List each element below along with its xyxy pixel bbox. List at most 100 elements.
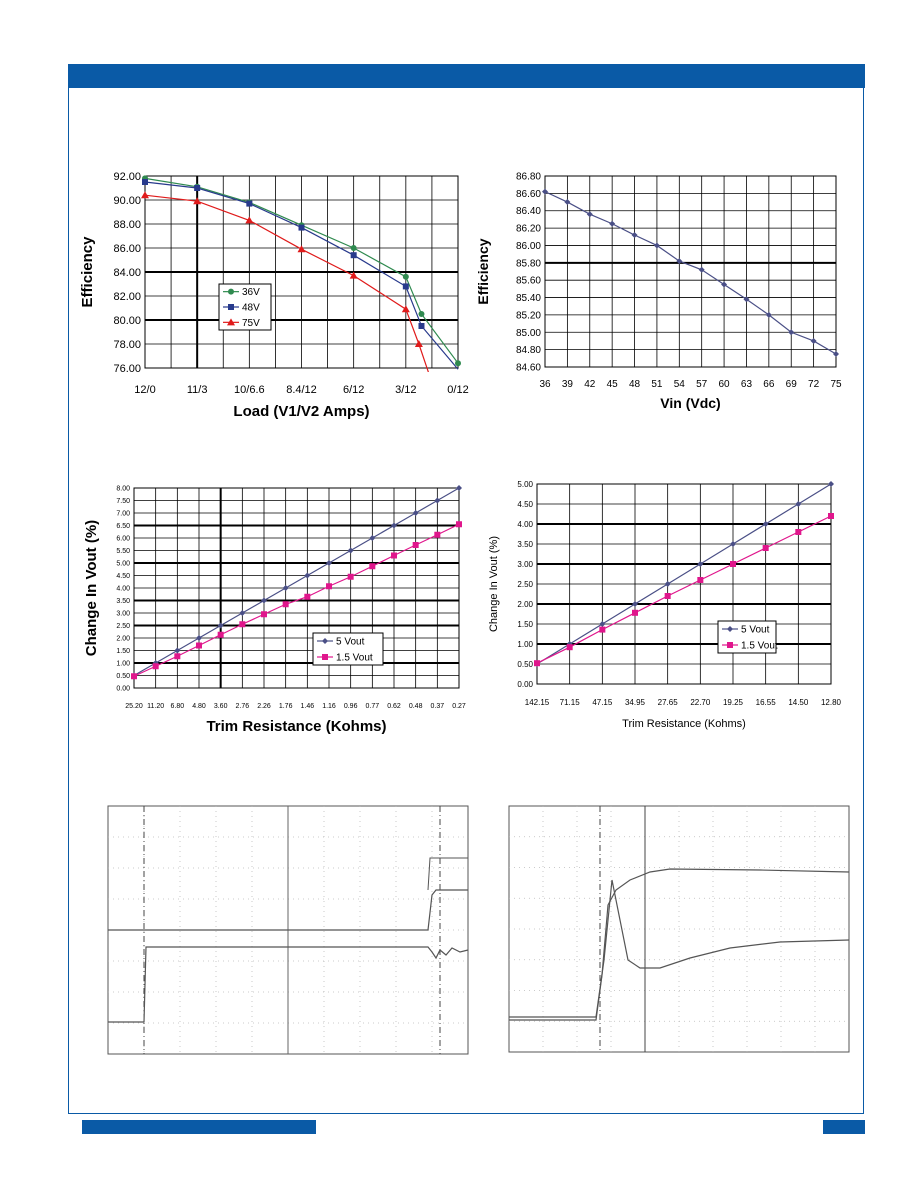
- x-tick-label: 69: [786, 379, 798, 390]
- x-tick-label: 48: [629, 379, 641, 390]
- x-tick-label: 66: [763, 379, 775, 390]
- data-point: [304, 572, 311, 579]
- x-tick-label: 16.55: [756, 698, 777, 707]
- y-tick-label: 5.00: [116, 560, 130, 567]
- series-line: [536, 515, 832, 664]
- x-tick-label: 45: [607, 379, 619, 390]
- y-tick-label: 85.20: [516, 310, 541, 321]
- legend-entry: 5 Vout: [741, 625, 770, 636]
- series-line: [133, 487, 460, 677]
- data-point: [245, 216, 254, 224]
- data-point: [810, 337, 817, 344]
- data-point: [653, 242, 660, 249]
- x-tick-label: 75: [830, 379, 842, 390]
- y-tick-label: 6.50: [116, 523, 130, 530]
- y-tick-label: 1.00: [116, 660, 130, 667]
- x-tick-label: 142.15: [525, 698, 550, 707]
- y-tick-label: 1.50: [116, 648, 130, 655]
- data-point: [304, 593, 311, 600]
- legend-entry: 75V: [242, 318, 260, 329]
- data-point: [194, 185, 201, 191]
- y-tick-label: 84.80: [516, 345, 541, 356]
- series-line: [144, 181, 459, 370]
- data-point: [542, 188, 548, 195]
- data-point: [743, 296, 750, 303]
- series-line: [536, 483, 832, 665]
- series-line: [144, 194, 429, 372]
- data-point: [414, 340, 423, 347]
- x-tick-label: 36: [539, 379, 551, 390]
- data-point: [828, 513, 834, 519]
- x-tick-label: 1.16: [322, 703, 336, 710]
- x-tick-label: 3.60: [214, 703, 228, 710]
- y-tick-label: 4.50: [116, 573, 130, 580]
- data-point: [762, 521, 769, 527]
- data-point: [326, 560, 332, 566]
- data-point: [326, 583, 332, 590]
- data-point: [664, 593, 671, 599]
- x-tick-label: 39: [562, 379, 574, 390]
- y-tick-label: 3.50: [116, 598, 130, 605]
- data-point: [369, 563, 376, 570]
- x-tick-label: 6.80: [171, 703, 185, 710]
- data-point: [631, 232, 638, 239]
- legend-entry: 1.5 Vout: [741, 641, 778, 652]
- data-point: [196, 642, 202, 649]
- data-point: [698, 266, 705, 273]
- legend-entry: 1.5 Vout: [336, 653, 373, 664]
- legend-swatch-marker: [228, 288, 234, 295]
- x-tick-label: 10/6.6: [234, 384, 265, 396]
- x-tick-label: 0.62: [387, 703, 401, 710]
- series-series-0: [542, 188, 839, 357]
- x-tick-label: 1.76: [279, 703, 293, 710]
- y-tick-label: 86.40: [516, 206, 541, 217]
- x-axis-label: Load (V1/V2 Amps): [233, 403, 369, 420]
- y-tick-label: 85.00: [516, 328, 541, 339]
- data-point: [282, 585, 289, 591]
- data-point: [418, 323, 425, 329]
- data-point: [434, 497, 441, 504]
- y-axis-label: Efficiency: [79, 236, 96, 308]
- y-tick-label: 5.00: [517, 480, 533, 489]
- scope-trace: [108, 889, 468, 931]
- y-tick-label: 85.40: [516, 293, 541, 304]
- y-tick-label: 0.50: [517, 660, 533, 669]
- legend-swatch-marker: [727, 626, 733, 632]
- scope-trace: [427, 857, 468, 891]
- y-tick-label: 3.50: [517, 540, 533, 549]
- data-point: [152, 663, 159, 670]
- data-point: [174, 647, 181, 654]
- x-tick-label: 22.70: [690, 698, 711, 707]
- data-point: [721, 281, 728, 288]
- y-tick-label: 85.80: [516, 258, 541, 269]
- y-tick-label: 92.00: [113, 171, 141, 183]
- y-tick-label: 0.00: [116, 685, 130, 692]
- y-tick-label: 84.00: [113, 267, 141, 279]
- data-point: [369, 535, 376, 541]
- x-tick-label: 14.50: [788, 698, 809, 707]
- y-tick-label: 86.60: [516, 189, 541, 200]
- data-point: [730, 541, 736, 547]
- y-tick-label: 1.50: [517, 620, 533, 629]
- legend-entry: 48V: [242, 303, 260, 314]
- x-tick-label: 2.26: [257, 703, 271, 710]
- data-point: [350, 252, 357, 259]
- y-tick-label: 8.00: [116, 485, 130, 492]
- x-tick-label: 51: [651, 379, 663, 390]
- x-axis-label: Vin (Vdc): [660, 395, 720, 411]
- data-point: [282, 601, 289, 608]
- y-tick-label: 86.00: [516, 241, 541, 252]
- y-tick-label: 80.00: [113, 315, 141, 327]
- scope-trace: [509, 879, 850, 1018]
- x-tick-label: 0/12: [447, 384, 468, 396]
- footer-bar-right: [823, 1120, 865, 1134]
- series-line: [544, 191, 837, 355]
- y-tick-label: 3.00: [517, 560, 533, 569]
- x-tick-label: 6/12: [343, 384, 364, 396]
- data-point: [239, 621, 246, 628]
- series-48v: [142, 179, 459, 370]
- x-tick-label: 72: [808, 379, 820, 390]
- data-point: [142, 179, 148, 185]
